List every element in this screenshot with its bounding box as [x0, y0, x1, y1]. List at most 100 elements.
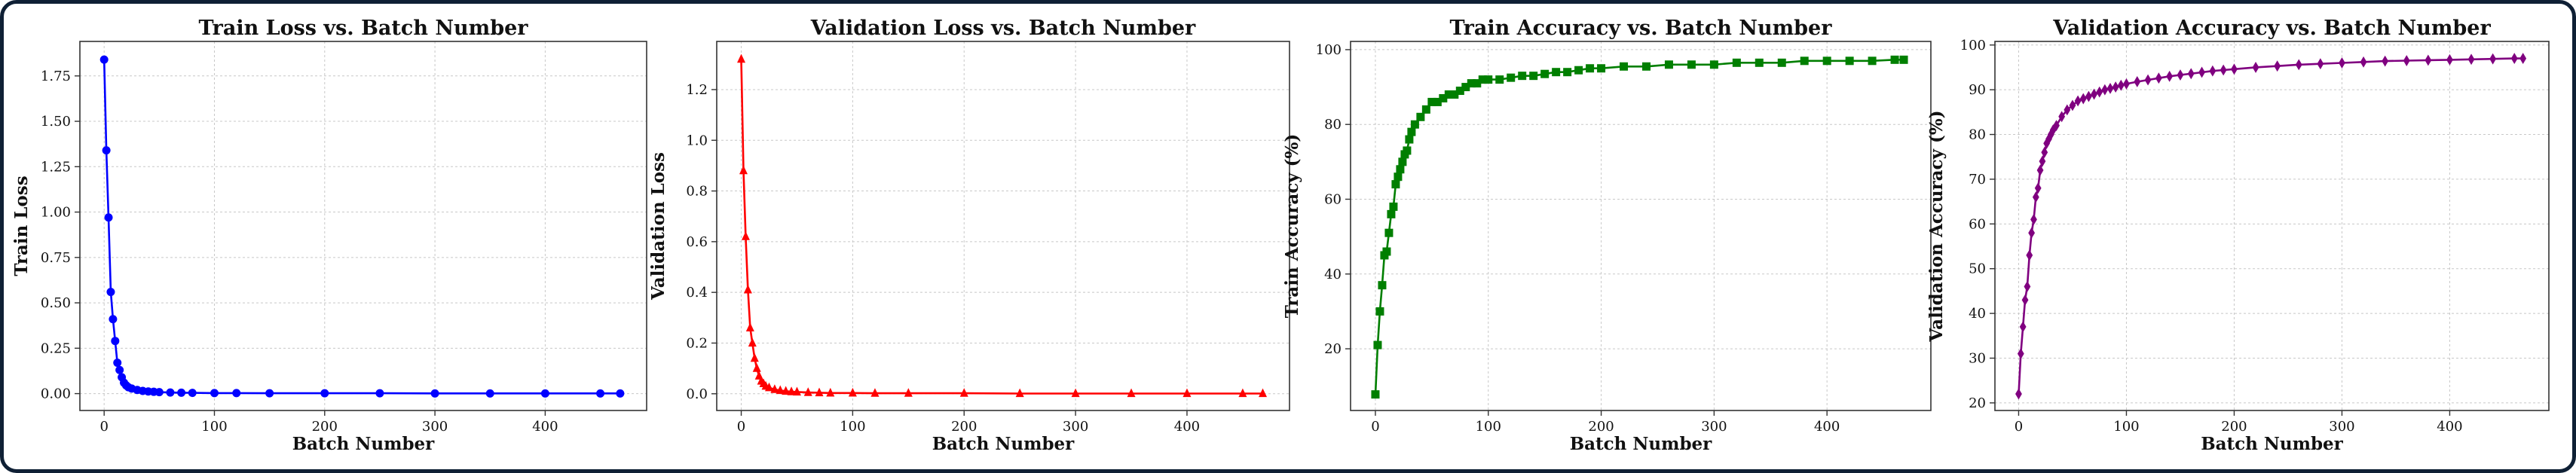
y-axis-label: Validation Accuracy (%) [1926, 110, 1947, 342]
y-tick-label: 40 [1969, 306, 1986, 322]
y-axis-label: Train Accuracy (%) [1282, 134, 1302, 319]
train-accuracy-point [1467, 79, 1476, 88]
y-tick-label: 1.00 [41, 205, 71, 221]
train-accuracy-point [1664, 60, 1673, 69]
validation-loss-point [737, 53, 746, 63]
train-loss-chart: 0 100 200 300 400 0.00 0.25 0.50 0.75 1.00 1.25 1.5… [11, 17, 647, 454]
train-accuracy-point [1755, 58, 1764, 67]
train-loss-point [166, 388, 175, 397]
train-accuracy-point [1403, 146, 1412, 155]
x-tick-label: 400 [2437, 419, 2462, 435]
x-tick-label: 300 [422, 419, 448, 435]
validation-accuracy-point [2274, 60, 2281, 72]
validation-accuracy-point [2231, 63, 2238, 75]
train-accuracy-point [1597, 64, 1606, 73]
train-accuracy-point [1410, 120, 1419, 129]
train-accuracy-point [1732, 58, 1741, 67]
validation-accuracy-chart: 0 100 200 300 400 20 30 40 50 60 70 80 90 100 Validati… [1926, 17, 2550, 454]
y-tick-label: 80 [1324, 117, 1342, 133]
train-loss-line [102, 60, 620, 395]
validation-accuracy-point [2069, 99, 2076, 111]
x-axis-label: Batch Number [1570, 434, 1712, 454]
validation-loss-point [748, 337, 757, 347]
y-tick-label: 30 [1969, 351, 1986, 367]
validation-accuracy-point [2489, 53, 2497, 65]
x-tick-label: 400 [1174, 419, 1200, 435]
x-axis-label: Batch Number [292, 434, 435, 454]
x-tick-label: 0 [2015, 419, 2023, 435]
y-tick-label: 0.4 [686, 285, 708, 301]
train-accuracy-point [1563, 68, 1572, 77]
validation-accuracy-point [2339, 57, 2345, 69]
validation-accuracy-point [2085, 90, 2092, 102]
y-tick-label: 1.75 [41, 69, 71, 84]
x-tick-label: 0 [1371, 419, 1379, 435]
train-accuracy-point [1890, 55, 1899, 64]
y-tick-label: 80 [1969, 127, 1986, 143]
validation-accuracy-point [2015, 388, 2022, 400]
validation-loss-title: Validation Loss vs. Batch Number [810, 17, 1196, 40]
y-tick-label: 0.50 [41, 295, 71, 311]
validation-accuracy-point [2024, 281, 2031, 292]
train-accuracy-point [1777, 58, 1786, 67]
train-accuracy-point [1387, 209, 1396, 218]
x-tick-label: 200 [951, 419, 977, 435]
validation-accuracy-point [2187, 68, 2195, 80]
train-accuracy-point [1868, 56, 1877, 66]
train-loss-point [188, 389, 197, 398]
train-accuracy-point [1552, 68, 1561, 77]
x-axis-label: Batch Number [2201, 434, 2343, 454]
validation-loss-point [870, 388, 880, 397]
validation-loss-point [826, 387, 835, 397]
validation-loss-point [764, 382, 773, 392]
validation-accuracy-point [2039, 155, 2046, 167]
validation-loss-point [803, 387, 812, 396]
train-accuracy-point [1421, 105, 1430, 114]
x-tick-label: 200 [312, 419, 338, 435]
train-accuracy-point [1371, 390, 1380, 399]
train-loss-point [430, 389, 439, 398]
validation-accuracy-point [2049, 124, 2057, 136]
validation-loss-point [739, 165, 748, 175]
train-loss-point [210, 389, 219, 398]
train-loss-point [616, 389, 625, 398]
y-axis-label: Validation Loss [648, 152, 668, 301]
x-axis-label: Batch Number [932, 434, 1075, 454]
validation-loss-point [745, 322, 754, 331]
validation-accuracy-point [2155, 72, 2162, 84]
validation-accuracy-point [2446, 53, 2453, 66]
train-accuracy-point [1427, 97, 1436, 106]
validation-accuracy-point [2425, 54, 2432, 66]
validation-accuracy-point [2106, 82, 2114, 94]
y-tick-label: 20 [1969, 395, 1986, 411]
train-accuracy-chart: 0 100 200 300 400 20 40 60 80 100 Train Accuracy v… [1282, 17, 1932, 454]
validation-loss-point [1127, 388, 1136, 398]
validation-loss-point [1015, 388, 1024, 398]
x-tick-label: 200 [1588, 419, 1614, 435]
validation-accuracy-point [2252, 62, 2259, 73]
x-tick-label: 300 [2329, 419, 2354, 435]
validation-loss-point [741, 231, 750, 240]
validation-loss-point [848, 387, 857, 397]
train-loss-point [109, 315, 118, 324]
train-accuracy-point [1641, 62, 1651, 71]
train-accuracy-point [1378, 281, 1387, 290]
validation-loss-chart: 0 100 200 300 400 0.0 0.2 0.4 0.6 0.8 1.0 1.2 Valida… [648, 17, 1290, 454]
validation-loss-point [904, 388, 913, 397]
train-accuracy-point [1495, 75, 1504, 84]
train-loss-point [177, 388, 186, 397]
validation-accuracy-point [2021, 294, 2029, 306]
validation-accuracy-point [2123, 78, 2130, 90]
x-tick-label: 0 [737, 419, 745, 435]
validation-accuracy-point [2519, 53, 2527, 64]
validation-accuracy-title: Validation Accuracy vs. Batch Number [2052, 17, 2491, 40]
x-tick-label: 300 [1063, 419, 1088, 435]
y-tick-label: 0.0 [686, 386, 708, 402]
train-accuracy-point [1586, 64, 1595, 73]
validation-loss-point [776, 385, 785, 395]
train-accuracy-point [1398, 157, 1407, 166]
validation-accuracy-point [2134, 76, 2141, 87]
validation-accuracy-point [2220, 64, 2227, 76]
plot-area-frame [1994, 41, 2550, 411]
train-loss-point [102, 146, 111, 155]
